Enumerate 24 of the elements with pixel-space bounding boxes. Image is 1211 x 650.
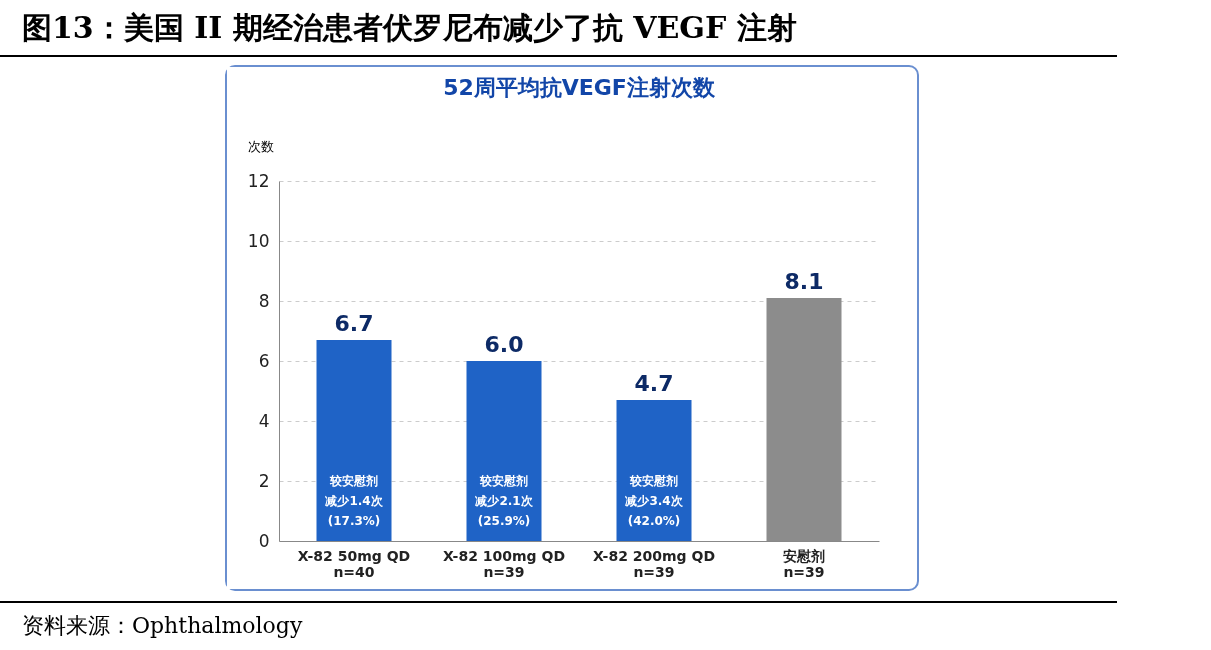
bar [466,361,542,541]
data-label: 6.0 [484,332,524,357]
bar [316,340,392,541]
data-label: 4.7 [634,371,674,396]
y-axis-title: 次数 [247,138,274,154]
annotation: 较安慰剂减少1.4次(17.3%) [325,474,384,528]
y-tick-label: 4 [258,410,270,431]
y-tick-label: 6 [258,350,270,371]
y-tick-label: 0 [258,530,270,551]
x-tick-label: X-82 200mg QD n=39 [592,547,716,580]
data-label: 6.7 [334,311,374,336]
y-tick-label: 8 [258,290,270,311]
annotation: 较安慰剂减少2.1次(25.9%) [475,474,534,528]
chart-subtitle: 52周平均抗VEGF注射次数 [443,75,716,100]
text: 资料来源：Ophthalmology [0,601,1117,641]
y-tick-label: 12 [247,170,270,191]
x-tick-label: X-82 100mg QD n=39 [442,547,566,580]
chart-title: 图13：美国 II 期经治患者伏罗尼布减少了抗 VEGF 注射 [0,0,1117,57]
x-tick-label: 安慰剂 n=39 [783,547,825,580]
y-tick-label: 2 [258,470,270,491]
y-tick-label: 10 [247,230,270,251]
annotation: 较安慰剂减少3.4次(42.0%) [625,474,684,528]
x-tick-label: X-82 50mg QD n=40 [297,547,411,580]
data-label: 8.1 [784,269,824,294]
